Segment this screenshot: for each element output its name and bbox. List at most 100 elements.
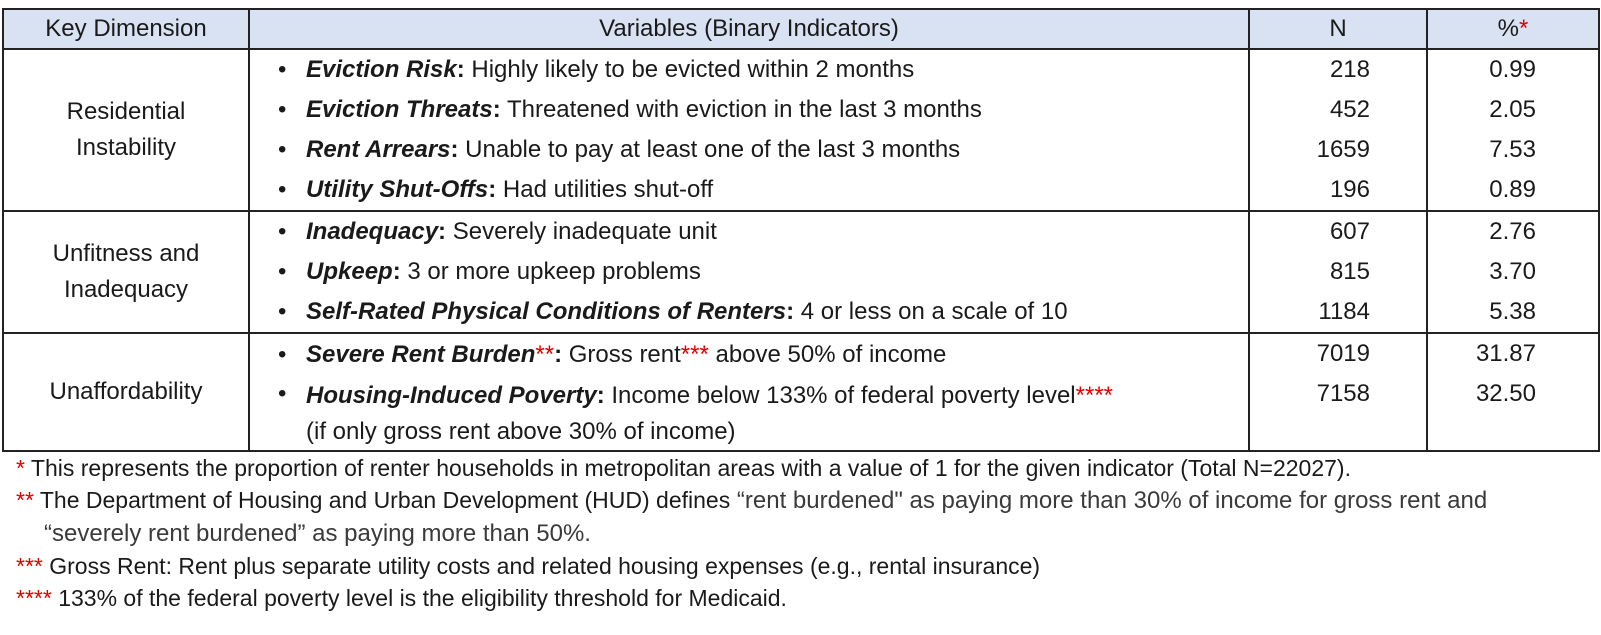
header-key-dimension: Key Dimension: [2, 8, 250, 50]
footnote-mark: **: [16, 487, 34, 513]
footnote-mark: ****: [16, 585, 52, 611]
term-star: **: [535, 341, 555, 368]
bullet: •: [278, 56, 287, 83]
variable-item: • Inadequacy: Severely inadequate unit: [250, 212, 1248, 252]
variable-item: • Severe Rent Burden**: Gross rent*** abo…: [250, 334, 1248, 376]
variable-term: Inadequacy: [306, 218, 439, 245]
n-cell: 218 452 1659 196: [1248, 48, 1428, 212]
variable-term: Upkeep: [306, 258, 393, 285]
header-n: N: [1248, 8, 1428, 50]
pct-value: 32.50: [1475, 380, 1536, 407]
variable-desc: Unable to pay at least one of the last 3…: [458, 136, 961, 163]
bullet: •: [278, 341, 287, 368]
pct-value: 0.99: [1489, 56, 1536, 83]
n-cell: 7019 7158: [1248, 332, 1428, 452]
dimension-label: Unfitness and: [52, 240, 200, 267]
indicator-table: Key Dimension Variables (Binary Indicato…: [2, 8, 1600, 452]
n-cell: 607 815 1184: [1248, 210, 1428, 334]
group-residential-instability: Residential Instability • Eviction Risk: …: [2, 48, 1600, 212]
term-colon: :: [456, 56, 465, 83]
dimension-cell: Unaffordability: [2, 332, 250, 452]
variable-desc-line2: (if only gross rent above 30% of income): [306, 418, 736, 445]
variable-item: • Utility Shut-Offs: Had utilities shut-o…: [250, 170, 1248, 210]
variable-item: • Self-Rated Physical Conditions of Rente…: [250, 292, 1248, 332]
bullet: •: [278, 136, 287, 163]
header-row: Key Dimension Variables (Binary Indicato…: [2, 8, 1600, 50]
pct-cell: 31.87 32.50: [1426, 332, 1600, 452]
footnote: **** 133% of the federal poverty level i…: [16, 582, 1586, 614]
pct-cell: 2.76 3.70 5.38: [1426, 210, 1600, 334]
n-value: 7019: [1316, 340, 1370, 367]
group-unfitness-inadequacy: Unfitness and Inadequacy • Inadequacy: Se…: [2, 210, 1600, 334]
variable-item: • Upkeep: 3 or more upkeep problems: [250, 252, 1248, 292]
bullet: •: [278, 96, 287, 123]
group-unaffordability: Unaffordability • Severe Rent Burden**: G…: [2, 332, 1600, 452]
pct-value: 5.38: [1489, 298, 1536, 325]
bullet: •: [278, 218, 287, 245]
term-colon: :: [492, 96, 501, 123]
term-colon: :: [450, 136, 459, 163]
bullet: •: [278, 298, 287, 325]
footnote-text: “rent burdened" as paying more than 30% …: [44, 487, 1488, 547]
footnote-text: Gross Rent: Rent plus separate utility c…: [42, 553, 1041, 579]
header-pct-label: %: [1497, 15, 1519, 42]
pct-value: 3.70: [1489, 258, 1536, 285]
term-colon: :: [554, 341, 563, 368]
variable-desc: Severely inadequate unit: [446, 218, 717, 245]
variable-desc: Threatened with eviction in the last 3 m…: [500, 96, 982, 123]
variable-desc: Gross rent: [562, 341, 681, 368]
variable-term: Eviction Threats: [306, 96, 493, 123]
pct-value: 7.53: [1489, 136, 1536, 163]
variable-term: Severe Rent Burden: [306, 341, 536, 368]
pct-value: 0.89: [1489, 176, 1536, 203]
n-value: 607: [1329, 218, 1370, 245]
variable-term: Self-Rated Physical Conditions of Renter…: [306, 298, 787, 325]
footnote: *** Gross Rent: Rent plus separate utili…: [16, 550, 1586, 582]
dimension-label: Inadequacy: [63, 276, 189, 303]
dimension-cell: Unfitness and Inadequacy: [2, 210, 250, 334]
header-pct: %*: [1426, 8, 1600, 50]
bullet: •: [278, 176, 287, 203]
desc-star: ****: [1075, 382, 1113, 409]
n-value: 7158: [1316, 380, 1370, 407]
variables-cell: • Severe Rent Burden**: Gross rent*** abo…: [248, 332, 1250, 452]
variable-item: • Eviction Threats: Threatened with evict…: [250, 90, 1248, 130]
variable-term: Rent Arrears: [306, 136, 451, 163]
n-value: 196: [1329, 176, 1370, 203]
variable-desc: above 50% of income: [708, 341, 947, 368]
dimension-label: Unaffordability: [49, 378, 203, 405]
n-value: 1659: [1316, 136, 1370, 163]
term-colon: :: [392, 258, 401, 285]
pct-value: 2.05: [1489, 96, 1536, 123]
pct-value: 31.87: [1475, 340, 1536, 367]
variable-desc: Highly likely to be evicted within 2 mon…: [464, 56, 915, 83]
footnote-text: 133% of the federal poverty level is the…: [51, 585, 787, 611]
footnote-text: The Department of Housing and Urban Deve…: [33, 487, 731, 513]
variable-term: Utility Shut-Offs: [306, 176, 489, 203]
term-colon: :: [488, 176, 497, 203]
bullet: •: [278, 258, 287, 285]
variable-item: • Rent Arrears: Unable to pay at least on…: [250, 130, 1248, 170]
header-variables: Variables (Binary Indicators): [248, 8, 1250, 50]
n-value: 218: [1329, 56, 1370, 83]
footnote: ** The Department of Housing and Urban D…: [16, 484, 1586, 550]
header-pct-star: *: [1519, 15, 1529, 42]
pct-cell: 0.99 2.05 7.53 0.89: [1426, 48, 1600, 212]
dimension-cell: Residential Instability: [2, 48, 250, 212]
n-value: 452: [1329, 96, 1370, 123]
variable-desc: 3 or more upkeep problems: [400, 258, 701, 285]
variables-cell: • Inadequacy: Severely inadequate unit • U…: [248, 210, 1250, 334]
variable-term: Housing-Induced Poverty: [306, 382, 597, 409]
n-value: 1184: [1318, 298, 1370, 325]
term-colon: :: [786, 298, 795, 325]
pct-value: 2.76: [1489, 218, 1536, 245]
footnote-mark: *: [16, 455, 25, 481]
variable-desc: Income below 133% of federal poverty lev…: [604, 382, 1076, 409]
variable-desc: Had utilities shut-off: [496, 176, 714, 203]
bullet: •: [278, 380, 287, 407]
term-colon: :: [596, 382, 605, 409]
footnote-text: This represents the proportion of renter…: [24, 455, 1351, 481]
term-colon: :: [438, 218, 447, 245]
desc-star: ***: [680, 341, 709, 368]
